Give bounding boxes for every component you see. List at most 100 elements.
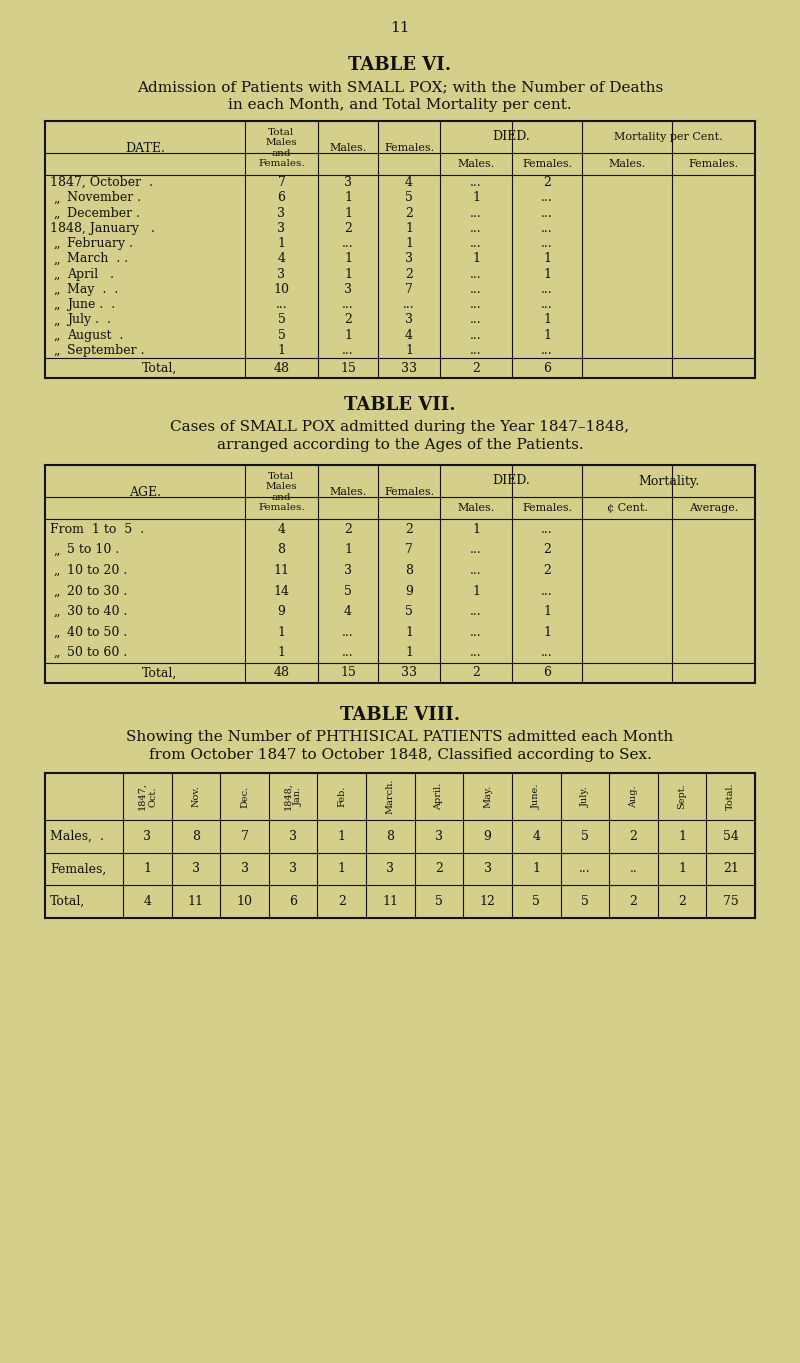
Text: 6: 6 [289, 895, 297, 908]
Text: in each Month, and Total Mortality per cent.: in each Month, and Total Mortality per c… [228, 98, 572, 112]
Text: Average.: Average. [689, 503, 738, 512]
Text: 2: 2 [405, 207, 413, 219]
Text: 1: 1 [143, 863, 151, 875]
Text: DIED.: DIED. [492, 474, 530, 488]
Text: ...: ... [342, 298, 354, 311]
Text: 4: 4 [278, 523, 286, 536]
Text: „: „ [53, 564, 59, 577]
Text: 1: 1 [405, 343, 413, 357]
Text: 1848, January   .: 1848, January . [50, 222, 155, 234]
Text: 2: 2 [435, 863, 443, 875]
Text: 1: 1 [278, 343, 286, 357]
Text: ...: ... [470, 313, 482, 326]
Text: arranged according to the Ages of the Patients.: arranged according to the Ages of the Pa… [217, 438, 583, 453]
Text: 1: 1 [344, 267, 352, 281]
Text: Mortality.: Mortality. [638, 474, 699, 488]
Text: 15: 15 [340, 667, 356, 680]
Text: 8: 8 [192, 830, 200, 842]
Text: 1: 1 [344, 191, 352, 204]
Text: 1: 1 [278, 646, 286, 660]
Text: ...: ... [470, 284, 482, 296]
Text: 2: 2 [344, 313, 352, 326]
Text: ...: ... [541, 298, 553, 311]
Text: „: „ [53, 207, 59, 219]
Text: 4: 4 [344, 605, 352, 617]
Text: ...: ... [470, 176, 482, 189]
Text: 9: 9 [405, 585, 413, 597]
Text: ...: ... [541, 237, 553, 251]
Text: „: „ [53, 191, 59, 204]
Text: 11: 11 [188, 895, 204, 908]
Text: 1: 1 [543, 605, 551, 617]
Text: ...: ... [470, 646, 482, 660]
Text: „: „ [53, 343, 59, 357]
Text: 2: 2 [630, 895, 638, 908]
Text: Aug.: Aug. [629, 785, 638, 808]
Text: ...: ... [470, 626, 482, 639]
Text: December .: December . [67, 207, 140, 219]
Text: 1: 1 [278, 237, 286, 251]
Text: 3: 3 [278, 207, 286, 219]
Text: DATE.: DATE. [125, 142, 165, 154]
Text: Mortality per Cent.: Mortality per Cent. [614, 132, 723, 142]
Text: ...: ... [541, 585, 553, 597]
Text: 21: 21 [722, 863, 738, 875]
Text: 1: 1 [344, 207, 352, 219]
Text: „: „ [53, 313, 59, 326]
Text: 2: 2 [543, 544, 551, 556]
Text: 2: 2 [543, 564, 551, 577]
Text: ...: ... [579, 863, 590, 875]
Text: ...: ... [470, 207, 482, 219]
Text: 3: 3 [386, 863, 394, 875]
Text: Males.: Males. [458, 159, 494, 169]
Text: 2: 2 [344, 222, 352, 234]
Text: 75: 75 [723, 895, 738, 908]
Text: 1: 1 [543, 626, 551, 639]
Text: Total,: Total, [142, 361, 178, 375]
Text: September .: September . [67, 343, 145, 357]
Text: Females.: Females. [384, 487, 434, 497]
Text: Females.: Females. [384, 143, 434, 153]
Text: 3: 3 [484, 863, 492, 875]
Text: Dec.: Dec. [240, 785, 249, 808]
Text: 7: 7 [278, 176, 286, 189]
Text: June.: June. [532, 784, 541, 810]
Text: February .: February . [67, 237, 133, 251]
Text: TABLE VI.: TABLE VI. [349, 56, 451, 74]
Text: Showing the Number of PHTHISICAL PATIENTS admitted each Month: Showing the Number of PHTHISICAL PATIENT… [126, 731, 674, 744]
Text: ...: ... [470, 298, 482, 311]
Text: 3: 3 [344, 176, 352, 189]
Text: 5 to 10 .: 5 to 10 . [67, 544, 119, 556]
Text: July.: July. [580, 786, 590, 807]
Text: 50 to 60 .: 50 to 60 . [67, 646, 127, 660]
Text: 1: 1 [543, 252, 551, 266]
Text: November .: November . [67, 191, 141, 204]
Text: Males.: Males. [330, 487, 366, 497]
Text: TABLE VII.: TABLE VII. [344, 397, 456, 414]
Text: 3: 3 [143, 830, 151, 842]
Text: ...: ... [342, 646, 354, 660]
Text: Females.: Females. [522, 159, 572, 169]
Text: April   .: April . [67, 267, 114, 281]
Text: 6: 6 [543, 361, 551, 375]
Text: „: „ [53, 267, 59, 281]
Text: 30 to 40 .: 30 to 40 . [67, 605, 127, 617]
Text: 1: 1 [405, 222, 413, 234]
Text: From  1 to  5  .: From 1 to 5 . [50, 523, 144, 536]
Text: „: „ [53, 626, 59, 639]
Text: ...: ... [342, 343, 354, 357]
Text: 1: 1 [278, 626, 286, 639]
Text: May  .  .: May . . [67, 284, 118, 296]
Text: 7: 7 [405, 284, 413, 296]
Text: 8: 8 [386, 830, 394, 842]
Text: 1: 1 [338, 830, 346, 842]
Text: 3: 3 [289, 830, 297, 842]
Text: 1: 1 [543, 328, 551, 342]
Text: 2: 2 [678, 895, 686, 908]
Text: Females,: Females, [50, 863, 106, 875]
Text: 7: 7 [405, 544, 413, 556]
Text: April.: April. [434, 782, 443, 810]
Text: 20 to 30 .: 20 to 30 . [67, 585, 127, 597]
Text: AGE.: AGE. [129, 485, 161, 499]
Text: „: „ [53, 298, 59, 311]
